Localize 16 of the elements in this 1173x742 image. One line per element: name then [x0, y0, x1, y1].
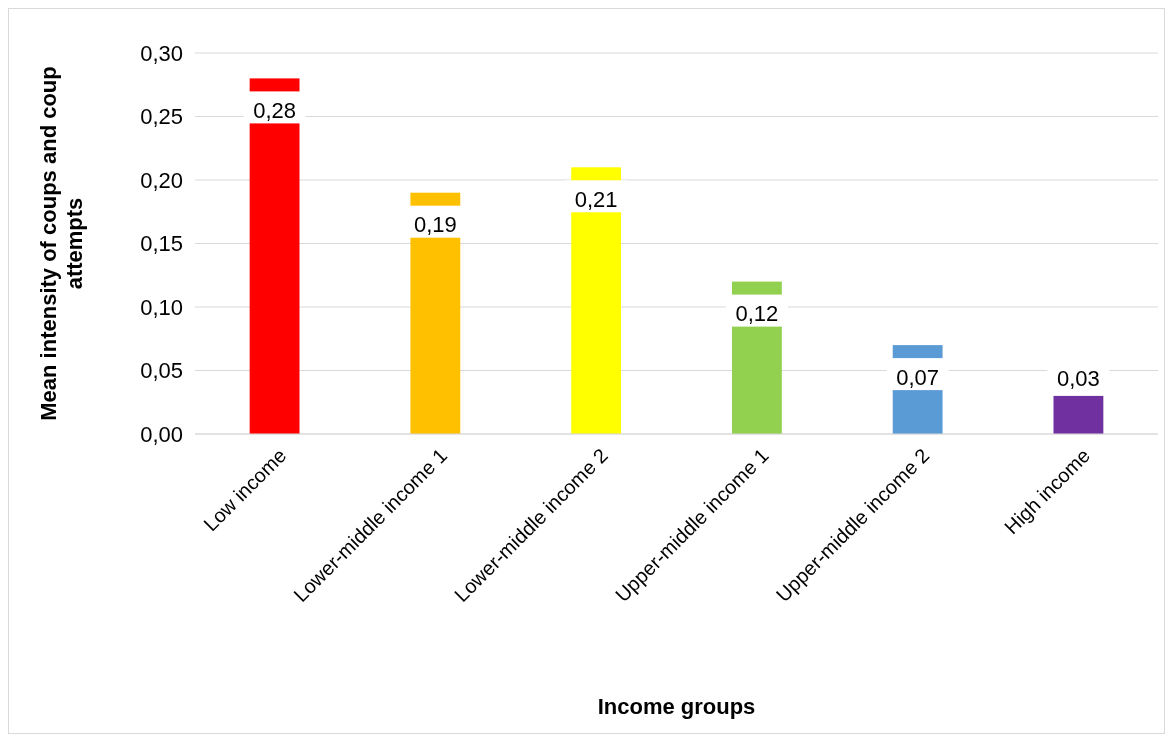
y-tick-label: 0,25 — [140, 104, 183, 130]
data-label: 0,21 — [574, 187, 618, 212]
data-label: 0,19 — [413, 212, 457, 238]
y-tick-label: 0,05 — [140, 358, 183, 384]
data-label: 0,28 — [253, 98, 296, 124]
y-tick-label: 0,20 — [140, 167, 183, 193]
bar — [1053, 395, 1104, 434]
data-label: 0,07 — [896, 364, 940, 390]
y-tick-label: 0,10 — [140, 294, 183, 320]
data-label: 0,03 — [1057, 365, 1100, 391]
y-axis-title: Mean intensity of coups and coup attempts — [36, 66, 87, 421]
x-axis-title: Income groups — [597, 694, 756, 719]
y-tick-label: 0,15 — [140, 231, 183, 257]
y-tick-label: 0,30 — [140, 40, 183, 66]
y-tick-label: 0,00 — [140, 421, 183, 447]
data-label: 0,12 — [735, 301, 779, 327]
